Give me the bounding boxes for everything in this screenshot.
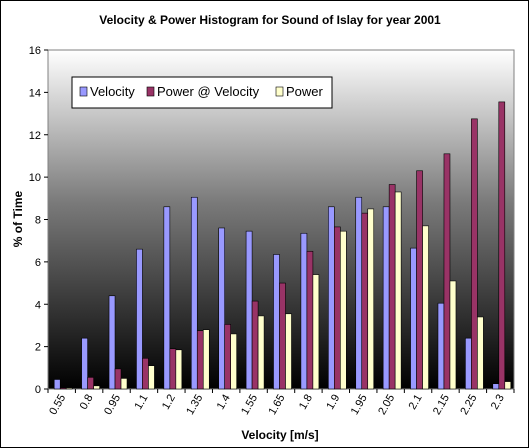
x-tick-label-2.25: 2.25 <box>458 393 479 418</box>
bar-power-velocity-2.05 <box>388 184 396 390</box>
bar-velocity-1.9 <box>328 206 335 390</box>
bar-velocity-1.95 <box>355 196 363 390</box>
bar-power-0.95 <box>120 378 128 390</box>
y-tick-label-6: 6 <box>35 257 41 269</box>
x-tick-label-2.1: 2.1 <box>407 393 425 412</box>
bar-power-1.9 <box>340 230 347 390</box>
bar-power-2.25 <box>477 316 484 390</box>
bar-power-velocity-2.25 <box>471 118 478 390</box>
chart-title: Velocity & Power Histogram for Sound of … <box>99 13 441 27</box>
bar-velocity-1.2 <box>163 206 171 390</box>
y-tick-label-2: 2 <box>35 342 41 354</box>
bar-power-velocity-2.1 <box>416 170 423 390</box>
legend-swatch-power-at-velocity <box>146 86 155 97</box>
y-tick-label-14: 14 <box>29 87 41 99</box>
bar-velocity-0.95 <box>108 295 116 390</box>
x-tick-label-1.95: 1.95 <box>349 393 370 418</box>
legend: Velocity Power @ Velocity Power <box>71 76 333 109</box>
x-axis: 0.55 0.8 0.95 1.1 1.2 1.35 1.4 1.55 1.65 1.8 1.9 1.… <box>47 389 515 418</box>
bar-power-2.1 <box>422 225 429 390</box>
y-tick-label-12: 12 <box>29 130 41 142</box>
bar-power-0.55 <box>65 387 73 390</box>
x-tick-label-0.95: 0.95 <box>102 393 123 418</box>
bar-power-2.05 <box>394 191 402 390</box>
bar-power-1.8 <box>312 274 320 390</box>
bar-velocity-2.3 <box>492 383 500 390</box>
bar-velocity-2.05 <box>382 206 390 390</box>
legend-swatch-power <box>275 86 284 97</box>
bars-group <box>53 101 512 390</box>
bar-power-velocity-1.4 <box>224 324 231 390</box>
y-tick-label-8: 8 <box>35 215 41 227</box>
y-tick-label-10: 10 <box>29 172 41 184</box>
bar-velocity-2.25 <box>465 337 472 390</box>
bar-power-velocity-2.3 <box>498 101 506 390</box>
bar-power-velocity-1.35 <box>196 330 204 390</box>
x-tick-label-0.8: 0.8 <box>78 393 96 412</box>
x-tick-label-1.4: 1.4 <box>215 393 233 412</box>
y-axis-label: % of Time <box>11 190 25 247</box>
bar-power-2.3 <box>504 381 512 390</box>
legend-swatch-velocity <box>79 86 88 97</box>
bar-power-1.35 <box>202 329 210 390</box>
bar-power-1.55 <box>257 315 265 390</box>
x-tick-label-1.1: 1.1 <box>132 393 150 412</box>
legend-box <box>71 76 333 109</box>
x-tick-label-1.2: 1.2 <box>160 393 178 412</box>
y-axis: 0 2 4 6 8 10 12 14 16 <box>29 45 48 396</box>
bar-velocity-1.1 <box>136 248 143 390</box>
bar-velocity-1.65 <box>273 254 280 390</box>
bar-velocity-2.1 <box>410 247 417 390</box>
bar-power-velocity-1.95 <box>361 212 369 390</box>
x-tick-label-0.55: 0.55 <box>47 393 68 418</box>
bar-power-velocity-0.55 <box>59 387 67 390</box>
y-tick-label-16: 16 <box>29 45 41 57</box>
x-tick-label-1.65: 1.65 <box>266 393 287 418</box>
bar-power-velocity-0.8 <box>87 377 94 390</box>
bar-power-velocity-1.9 <box>334 226 341 390</box>
bar-power-1.1 <box>148 365 155 390</box>
bar-power-velocity-2.15 <box>443 153 451 390</box>
bar-power-1.65 <box>285 313 292 390</box>
x-tick-label-2.15: 2.15 <box>431 393 452 418</box>
bar-power-2.15 <box>449 280 457 390</box>
x-tick-label-1.35: 1.35 <box>184 393 205 418</box>
y-tick-label-4: 4 <box>35 299 41 311</box>
y-tick-label-0: 0 <box>35 384 41 396</box>
bar-power-1.95 <box>367 208 375 390</box>
x-tick-label-1.9: 1.9 <box>324 393 342 412</box>
bar-power-velocity-1.65 <box>279 282 286 390</box>
x-tick-label-1.55: 1.55 <box>239 393 260 418</box>
bar-velocity-1.35 <box>190 196 198 390</box>
bar-velocity-0.8 <box>81 337 88 390</box>
bar-power-velocity-1.55 <box>251 300 259 390</box>
x-tick-label-2.05: 2.05 <box>376 393 397 418</box>
legend-label-velocity: Velocity <box>90 84 135 99</box>
bar-velocity-1.4 <box>218 227 225 390</box>
bar-power-0.8 <box>93 385 100 390</box>
bar-velocity-1.8 <box>300 232 308 390</box>
bar-power-velocity-1.1 <box>142 357 149 390</box>
bar-power-velocity-0.95 <box>114 368 122 390</box>
legend-label-power-at-velocity: Power @ Velocity <box>157 84 260 99</box>
bar-power-velocity-1.2 <box>169 348 177 390</box>
bar-velocity-0.55 <box>53 379 61 390</box>
x-axis-label: Velocity [m/s] <box>241 428 318 442</box>
bar-velocity-2.15 <box>437 302 445 390</box>
legend-label-power: Power <box>286 84 324 99</box>
bar-power-1.4 <box>230 333 237 390</box>
x-tick-label-2.3: 2.3 <box>489 393 507 412</box>
bar-velocity-1.55 <box>245 230 253 390</box>
x-tick-label-1.8: 1.8 <box>297 393 315 412</box>
bar-power-velocity-1.8 <box>306 250 314 390</box>
bar-power-1.2 <box>175 349 183 390</box>
